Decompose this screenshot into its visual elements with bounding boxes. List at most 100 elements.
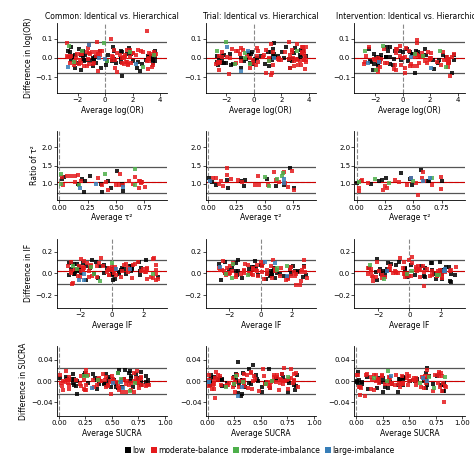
Point	[374, 276, 381, 284]
Point	[444, 56, 452, 63]
Point	[264, 49, 272, 56]
Point	[382, 175, 390, 182]
Point	[439, 52, 447, 59]
Point	[423, 381, 431, 389]
Point	[275, 386, 283, 393]
Point	[209, 175, 217, 182]
Point	[74, 171, 82, 179]
Point	[109, 379, 117, 386]
Point	[132, 374, 139, 382]
Point	[246, 269, 253, 276]
Point	[374, 68, 382, 76]
Point	[249, 377, 256, 385]
Point	[403, 45, 411, 53]
Point	[223, 265, 231, 272]
Point	[110, 377, 118, 385]
Point	[365, 43, 373, 50]
Point	[115, 270, 123, 277]
Point	[422, 380, 430, 387]
Point	[272, 378, 279, 386]
Point	[376, 58, 384, 65]
Point	[264, 54, 272, 61]
Point	[273, 374, 280, 382]
Point	[381, 383, 388, 391]
Point	[136, 380, 143, 388]
Point	[446, 278, 454, 285]
Point	[108, 259, 116, 267]
Point	[374, 55, 382, 62]
Point	[137, 379, 145, 386]
Point	[92, 258, 100, 266]
Point	[410, 53, 417, 61]
Point	[361, 47, 369, 55]
Point	[117, 55, 124, 62]
Point	[68, 52, 76, 59]
Point	[104, 381, 112, 389]
Point	[260, 51, 268, 59]
Point	[354, 379, 362, 386]
Point	[77, 381, 84, 388]
Point	[447, 267, 454, 274]
Point	[439, 380, 447, 387]
Point	[67, 268, 74, 275]
Point	[250, 266, 257, 273]
Point	[94, 376, 102, 383]
Point	[151, 54, 158, 61]
Point	[300, 43, 307, 51]
Point	[132, 61, 139, 68]
Point	[128, 265, 136, 273]
Point	[252, 266, 260, 273]
Point	[373, 385, 381, 392]
Point	[442, 63, 450, 70]
Point	[447, 73, 454, 80]
Point	[439, 381, 447, 389]
Point	[431, 371, 438, 378]
Point	[71, 61, 78, 69]
Point	[77, 177, 85, 184]
Point	[301, 54, 309, 61]
Point	[103, 264, 111, 272]
Point	[229, 383, 237, 390]
Point	[58, 173, 66, 181]
Point	[291, 62, 298, 70]
Legend: low, moderate-balance, moderate-imbalance, large-imbalance: low, moderate-balance, moderate-imbalanc…	[124, 443, 398, 458]
Point	[428, 260, 435, 267]
Point	[67, 43, 74, 51]
Point	[262, 378, 270, 386]
Point	[109, 378, 116, 385]
Point	[396, 255, 404, 262]
Point	[61, 378, 69, 385]
Point	[414, 191, 422, 198]
Point	[404, 57, 412, 64]
Point	[116, 378, 123, 386]
Point	[266, 273, 274, 280]
Point	[119, 384, 127, 391]
Point	[134, 378, 141, 386]
Point	[250, 56, 257, 64]
Point	[224, 164, 231, 171]
Point	[291, 386, 298, 394]
Point	[229, 260, 237, 267]
Point	[299, 48, 307, 55]
Point	[374, 60, 382, 67]
Point	[292, 44, 299, 51]
Point	[426, 55, 434, 63]
Point	[58, 176, 66, 183]
Point	[432, 275, 440, 283]
Point	[110, 269, 118, 277]
Point	[86, 50, 94, 58]
Point	[392, 371, 400, 378]
Point	[143, 28, 150, 35]
Point	[267, 267, 274, 274]
Point	[59, 181, 66, 188]
Point	[257, 261, 264, 269]
Point	[221, 258, 229, 266]
Point	[69, 371, 76, 378]
Point	[80, 56, 87, 64]
Point	[287, 374, 295, 382]
Point	[366, 57, 374, 65]
Point	[118, 59, 125, 66]
Point	[223, 381, 230, 389]
Point	[228, 61, 235, 68]
Point	[143, 275, 151, 282]
